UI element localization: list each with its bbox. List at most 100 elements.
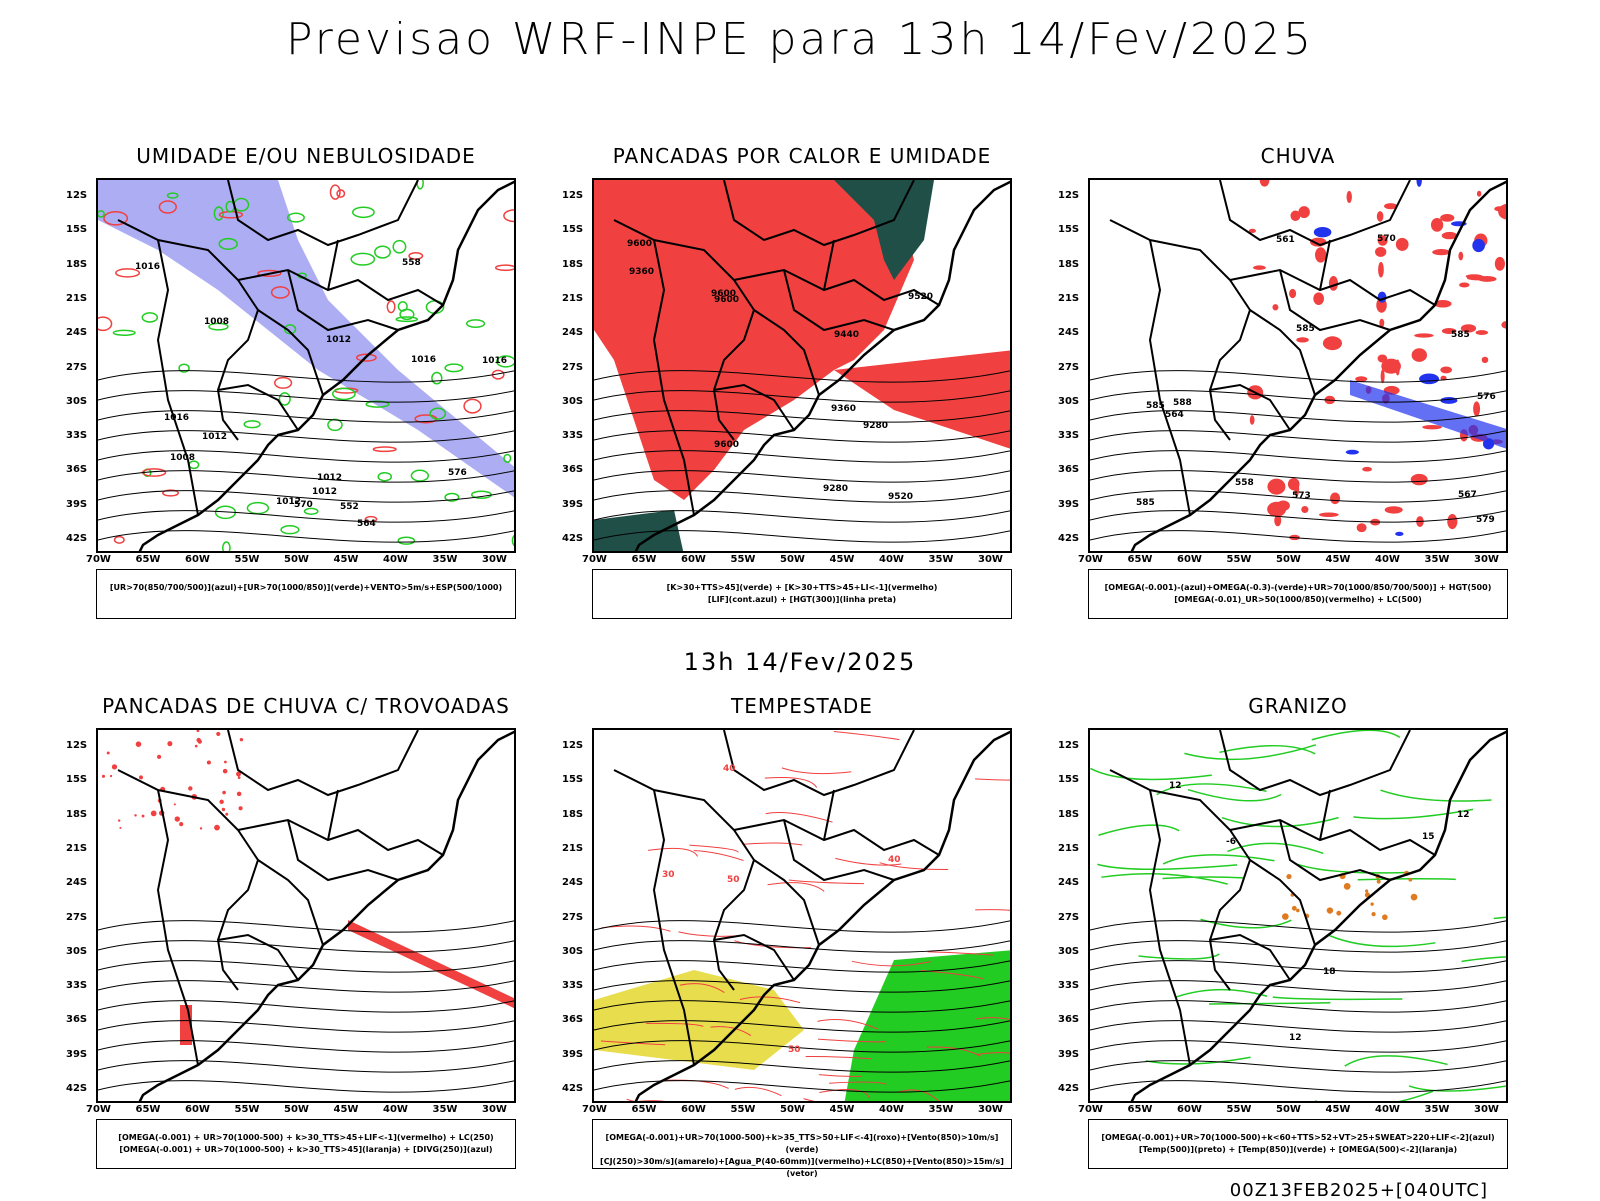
run-timestamp: 00Z13FEB2025+[040UTC]	[1229, 1180, 1488, 1201]
isoline	[594, 510, 1010, 523]
rain-cell	[1498, 203, 1506, 220]
isoline	[739, 996, 801, 1004]
rain-cell	[1287, 478, 1300, 491]
contour-blob	[372, 446, 397, 453]
temp-850-isoline	[1209, 1001, 1331, 1005]
map-canvas: 1012 1012 1012 1016 1016 1008 1012 1016 1016 1008…	[98, 180, 514, 551]
country-border	[1148, 239, 1191, 516]
isoline	[851, 960, 931, 967]
omega-cell	[1326, 907, 1334, 914]
isoline	[594, 370, 1010, 383]
country-border	[117, 219, 260, 441]
map-plot: 585 585 585 588 585 579 576 573 570 567 564 561 558	[1088, 178, 1508, 553]
contour-blob	[213, 206, 224, 221]
rain-cell	[1458, 251, 1464, 261]
country-border	[327, 789, 339, 841]
longitude-label: 65W	[1127, 554, 1153, 565]
longitude-label: 70W	[86, 554, 111, 565]
storm-cell	[236, 791, 242, 797]
rain-cell	[1272, 304, 1279, 311]
isoline	[594, 920, 1010, 933]
coastline	[138, 730, 514, 1101]
storm-cell	[216, 731, 221, 737]
longitude-label: 55W	[730, 554, 756, 565]
longitude-label: 35W	[432, 1104, 458, 1115]
rain-cell	[1432, 249, 1451, 256]
temp-850-isoline	[1200, 918, 1292, 929]
latitude-label: 15S	[1058, 774, 1080, 786]
latitude-label: 36S	[562, 1014, 584, 1026]
contour-label: 50	[788, 1045, 801, 1055]
latitude-label: 18S	[66, 258, 88, 270]
longitude-label: 45W	[333, 1104, 359, 1115]
storm-cell	[224, 760, 227, 764]
rain-cell	[1395, 237, 1409, 251]
contour-label: 9280	[823, 484, 848, 494]
contour-blob	[246, 501, 270, 515]
contour-label: 552	[340, 502, 359, 512]
humid-area	[834, 180, 934, 280]
latitude-label: 12S	[1058, 740, 1080, 751]
country-border	[1319, 239, 1331, 291]
omega-cell	[1343, 882, 1351, 890]
rain-cell	[1440, 214, 1455, 222]
contour-blob	[503, 209, 514, 223]
rain-cell	[1477, 276, 1497, 282]
rain-cell	[1465, 274, 1483, 279]
latitude-label: 33S	[1058, 430, 1080, 442]
isoline	[594, 940, 1010, 953]
contour-blob	[278, 392, 291, 406]
isoline	[975, 909, 1010, 911]
isoline	[833, 731, 900, 741]
panel-title: CHUVA	[1260, 144, 1336, 168]
contour-blob	[329, 184, 341, 200]
contour-blob	[350, 252, 376, 266]
rain-cell	[1411, 348, 1427, 362]
longitude-label: 70W	[582, 1104, 607, 1115]
omega-cell	[1291, 905, 1297, 911]
contour-label: 1012	[326, 335, 351, 345]
panel-legend: [OMEGA(-0.001)-(azul)+OMEGA(-0.3)-(verde…	[1088, 569, 1508, 619]
country-border	[1279, 819, 1391, 882]
temp-850-isoline	[1176, 988, 1268, 998]
isoline	[646, 1022, 704, 1027]
contour-blob	[503, 453, 512, 464]
isoline	[98, 530, 514, 543]
contour-label: 15	[1422, 832, 1435, 842]
country-border	[733, 818, 940, 856]
temp-850-isoline	[1357, 878, 1456, 881]
contour-blob	[141, 312, 159, 323]
storm-cell	[238, 806, 243, 811]
isoline	[1090, 980, 1506, 993]
rain-cell	[1346, 190, 1352, 203]
isoline	[1090, 1080, 1506, 1093]
storm-cell	[206, 760, 211, 765]
panel-legend: [K>30+TTS>45](verde) + [K>30+TTS>45+LI<-…	[592, 569, 1012, 619]
country-border	[1249, 309, 1316, 396]
wind-area	[844, 950, 1010, 1101]
contour-label: 576	[1477, 392, 1496, 402]
contour-blob	[98, 210, 105, 218]
legend-line: [OMEGA(-0.01)_UR>50(1000/850)(vermelho) …	[1174, 595, 1422, 604]
longitude-label: 65W	[631, 1104, 657, 1115]
country-border	[652, 789, 695, 1066]
contour-blob	[283, 324, 297, 335]
country-border	[1219, 730, 1411, 797]
longitude-label: 55W	[1226, 1104, 1252, 1115]
longitude-label: 65W	[1127, 1104, 1153, 1115]
isoline	[98, 510, 514, 523]
rain-cell	[1459, 282, 1470, 288]
panel-legend: [OMEGA(-0.001)+UR>70(1000-500)+k>35_TTS>…	[592, 1119, 1012, 1178]
contour-blob	[395, 316, 419, 323]
contour-blob	[494, 264, 514, 272]
longitude-label: 50W	[1276, 1104, 1301, 1115]
latitude-label: 27S	[562, 911, 584, 923]
latitude-label: 39S	[1058, 498, 1080, 510]
contour-blob	[115, 268, 141, 278]
rain-cell	[1416, 180, 1422, 187]
rain-cell	[1377, 235, 1388, 246]
rain-cell	[1475, 330, 1488, 336]
longitude-label: 65W	[135, 1104, 161, 1115]
storm-cell	[135, 741, 142, 747]
contour-label: 30	[662, 870, 675, 880]
